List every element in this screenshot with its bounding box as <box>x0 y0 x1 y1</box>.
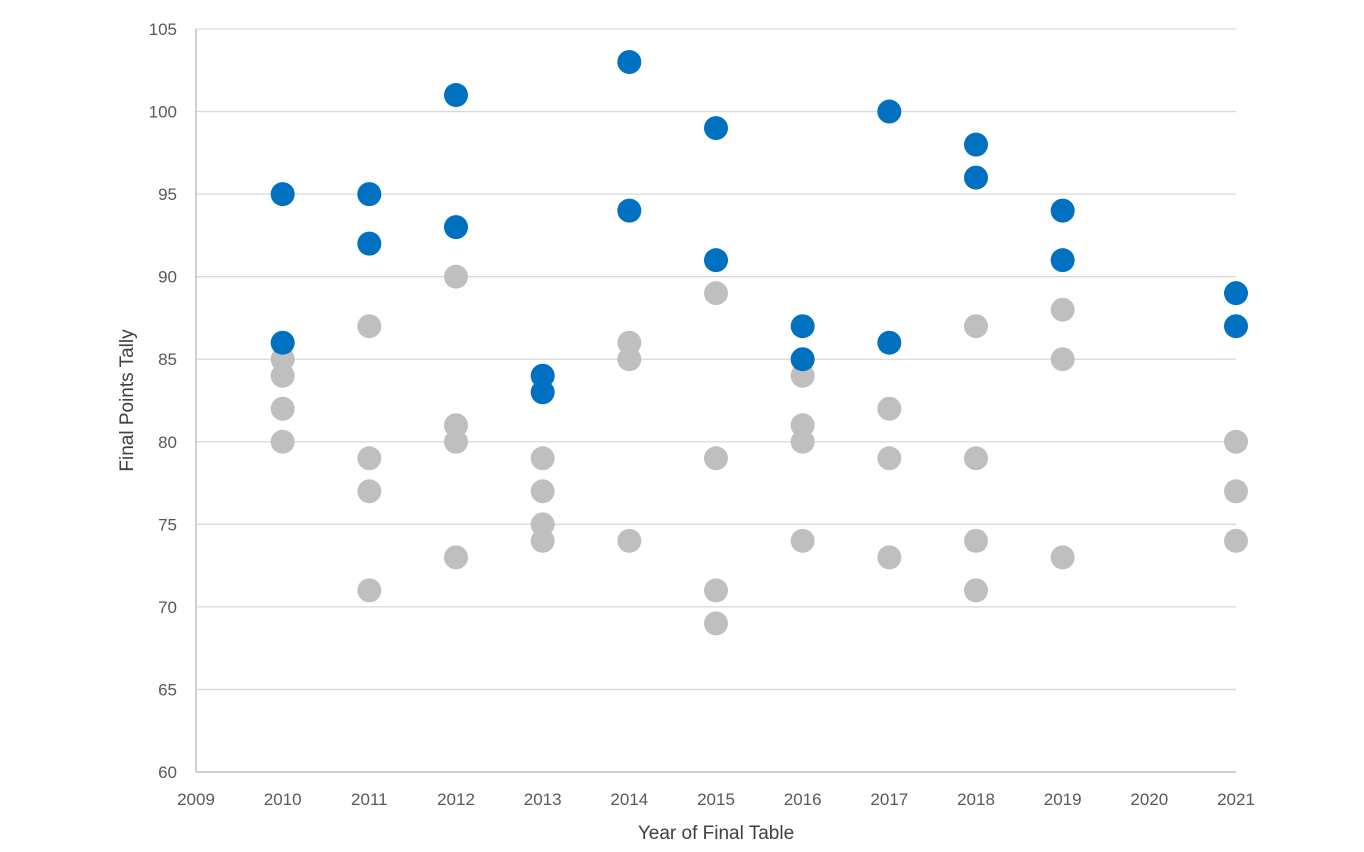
data-point <box>530 363 555 388</box>
data-point <box>790 528 815 553</box>
data-point <box>1050 297 1075 322</box>
data-point <box>530 446 555 471</box>
data-point <box>1224 429 1248 454</box>
data-point <box>530 512 555 537</box>
data-point <box>357 231 382 256</box>
data-point <box>877 446 902 471</box>
y-tick-label: 80 <box>158 433 177 452</box>
data-point <box>877 545 902 570</box>
y-tick-label: 65 <box>158 680 177 699</box>
data-point <box>357 479 382 504</box>
data-point <box>964 446 988 471</box>
data-point <box>270 396 295 421</box>
data-point <box>704 116 728 141</box>
data-point <box>444 413 468 438</box>
y-tick-label: 105 <box>149 20 177 39</box>
data-point <box>617 528 642 553</box>
data-point <box>877 99 902 124</box>
data-point <box>790 363 815 388</box>
data-point <box>704 446 728 471</box>
data-point <box>704 611 728 636</box>
y-tick-label: 75 <box>158 515 177 534</box>
data-point <box>357 314 382 339</box>
x-tick-label: 2011 <box>351 790 388 809</box>
y-tick-label: 95 <box>158 185 177 204</box>
data-point <box>444 429 468 454</box>
data-point <box>964 528 988 553</box>
y-tick-label: 85 <box>158 350 177 369</box>
data-point <box>357 446 382 471</box>
x-tick-label: 2009 <box>177 790 215 809</box>
data-point <box>790 347 815 372</box>
data-point <box>270 347 295 372</box>
data-point <box>357 578 382 603</box>
data-point <box>617 347 642 372</box>
data-point <box>1224 479 1248 504</box>
y-tick-label: 90 <box>158 268 177 287</box>
data-point <box>1050 347 1075 372</box>
x-tick-label: 2019 <box>1044 790 1082 809</box>
data-point <box>877 330 902 355</box>
data-point <box>530 528 555 553</box>
x-tick-label: 2014 <box>610 790 648 809</box>
data-point <box>617 330 642 355</box>
x-tick-label: 2012 <box>437 790 475 809</box>
data-point <box>444 545 468 570</box>
data-point <box>444 264 468 289</box>
x-tick-label: 2017 <box>870 790 908 809</box>
y-tick-label: 60 <box>158 763 177 782</box>
data-point <box>444 83 468 108</box>
x-tick-label: 2021 <box>1217 790 1255 809</box>
data-point <box>1050 198 1075 223</box>
data-point <box>964 314 988 339</box>
data-point <box>270 363 295 388</box>
y-axis-title: Final Points Tally <box>117 329 138 472</box>
x-axis-title: Year of Final Table <box>638 823 794 844</box>
axes <box>195 29 1236 773</box>
x-tick-label: 2010 <box>264 790 302 809</box>
data-point <box>964 132 988 157</box>
data-points <box>270 50 1248 636</box>
data-point <box>704 248 728 273</box>
data-point <box>357 182 382 207</box>
data-point <box>877 396 902 421</box>
x-tick-label: 2015 <box>697 790 735 809</box>
x-tick-label: 2013 <box>524 790 562 809</box>
x-tick-label: 2016 <box>784 790 822 809</box>
data-point <box>790 429 815 454</box>
data-point <box>270 429 295 454</box>
x-tick-labels: 2009 2010 2011 2012 2013 2014 2015 2016 2017 2018… <box>177 790 1255 809</box>
data-point <box>617 198 642 223</box>
data-point <box>1224 528 1248 553</box>
data-point <box>444 215 468 240</box>
data-point <box>530 380 555 405</box>
y-tick-label: 70 <box>158 598 177 617</box>
data-point <box>1050 545 1075 570</box>
y-tick-label: 100 <box>149 103 177 122</box>
data-point <box>964 578 988 603</box>
data-point <box>270 330 295 355</box>
data-point <box>790 413 815 438</box>
data-point <box>1224 314 1248 339</box>
data-point <box>1224 281 1248 306</box>
data-point <box>617 50 642 75</box>
data-point <box>790 314 815 339</box>
data-point <box>704 281 728 306</box>
data-point <box>530 479 555 504</box>
data-point <box>1050 248 1075 273</box>
x-tick-label: 2020 <box>1130 790 1168 809</box>
y-tick-labels: 60 65 70 75 80 85 90 95 100 105 <box>149 20 177 782</box>
data-point <box>704 578 728 603</box>
data-point <box>270 182 295 207</box>
data-point <box>964 165 988 190</box>
x-tick-label: 2018 <box>957 790 995 809</box>
